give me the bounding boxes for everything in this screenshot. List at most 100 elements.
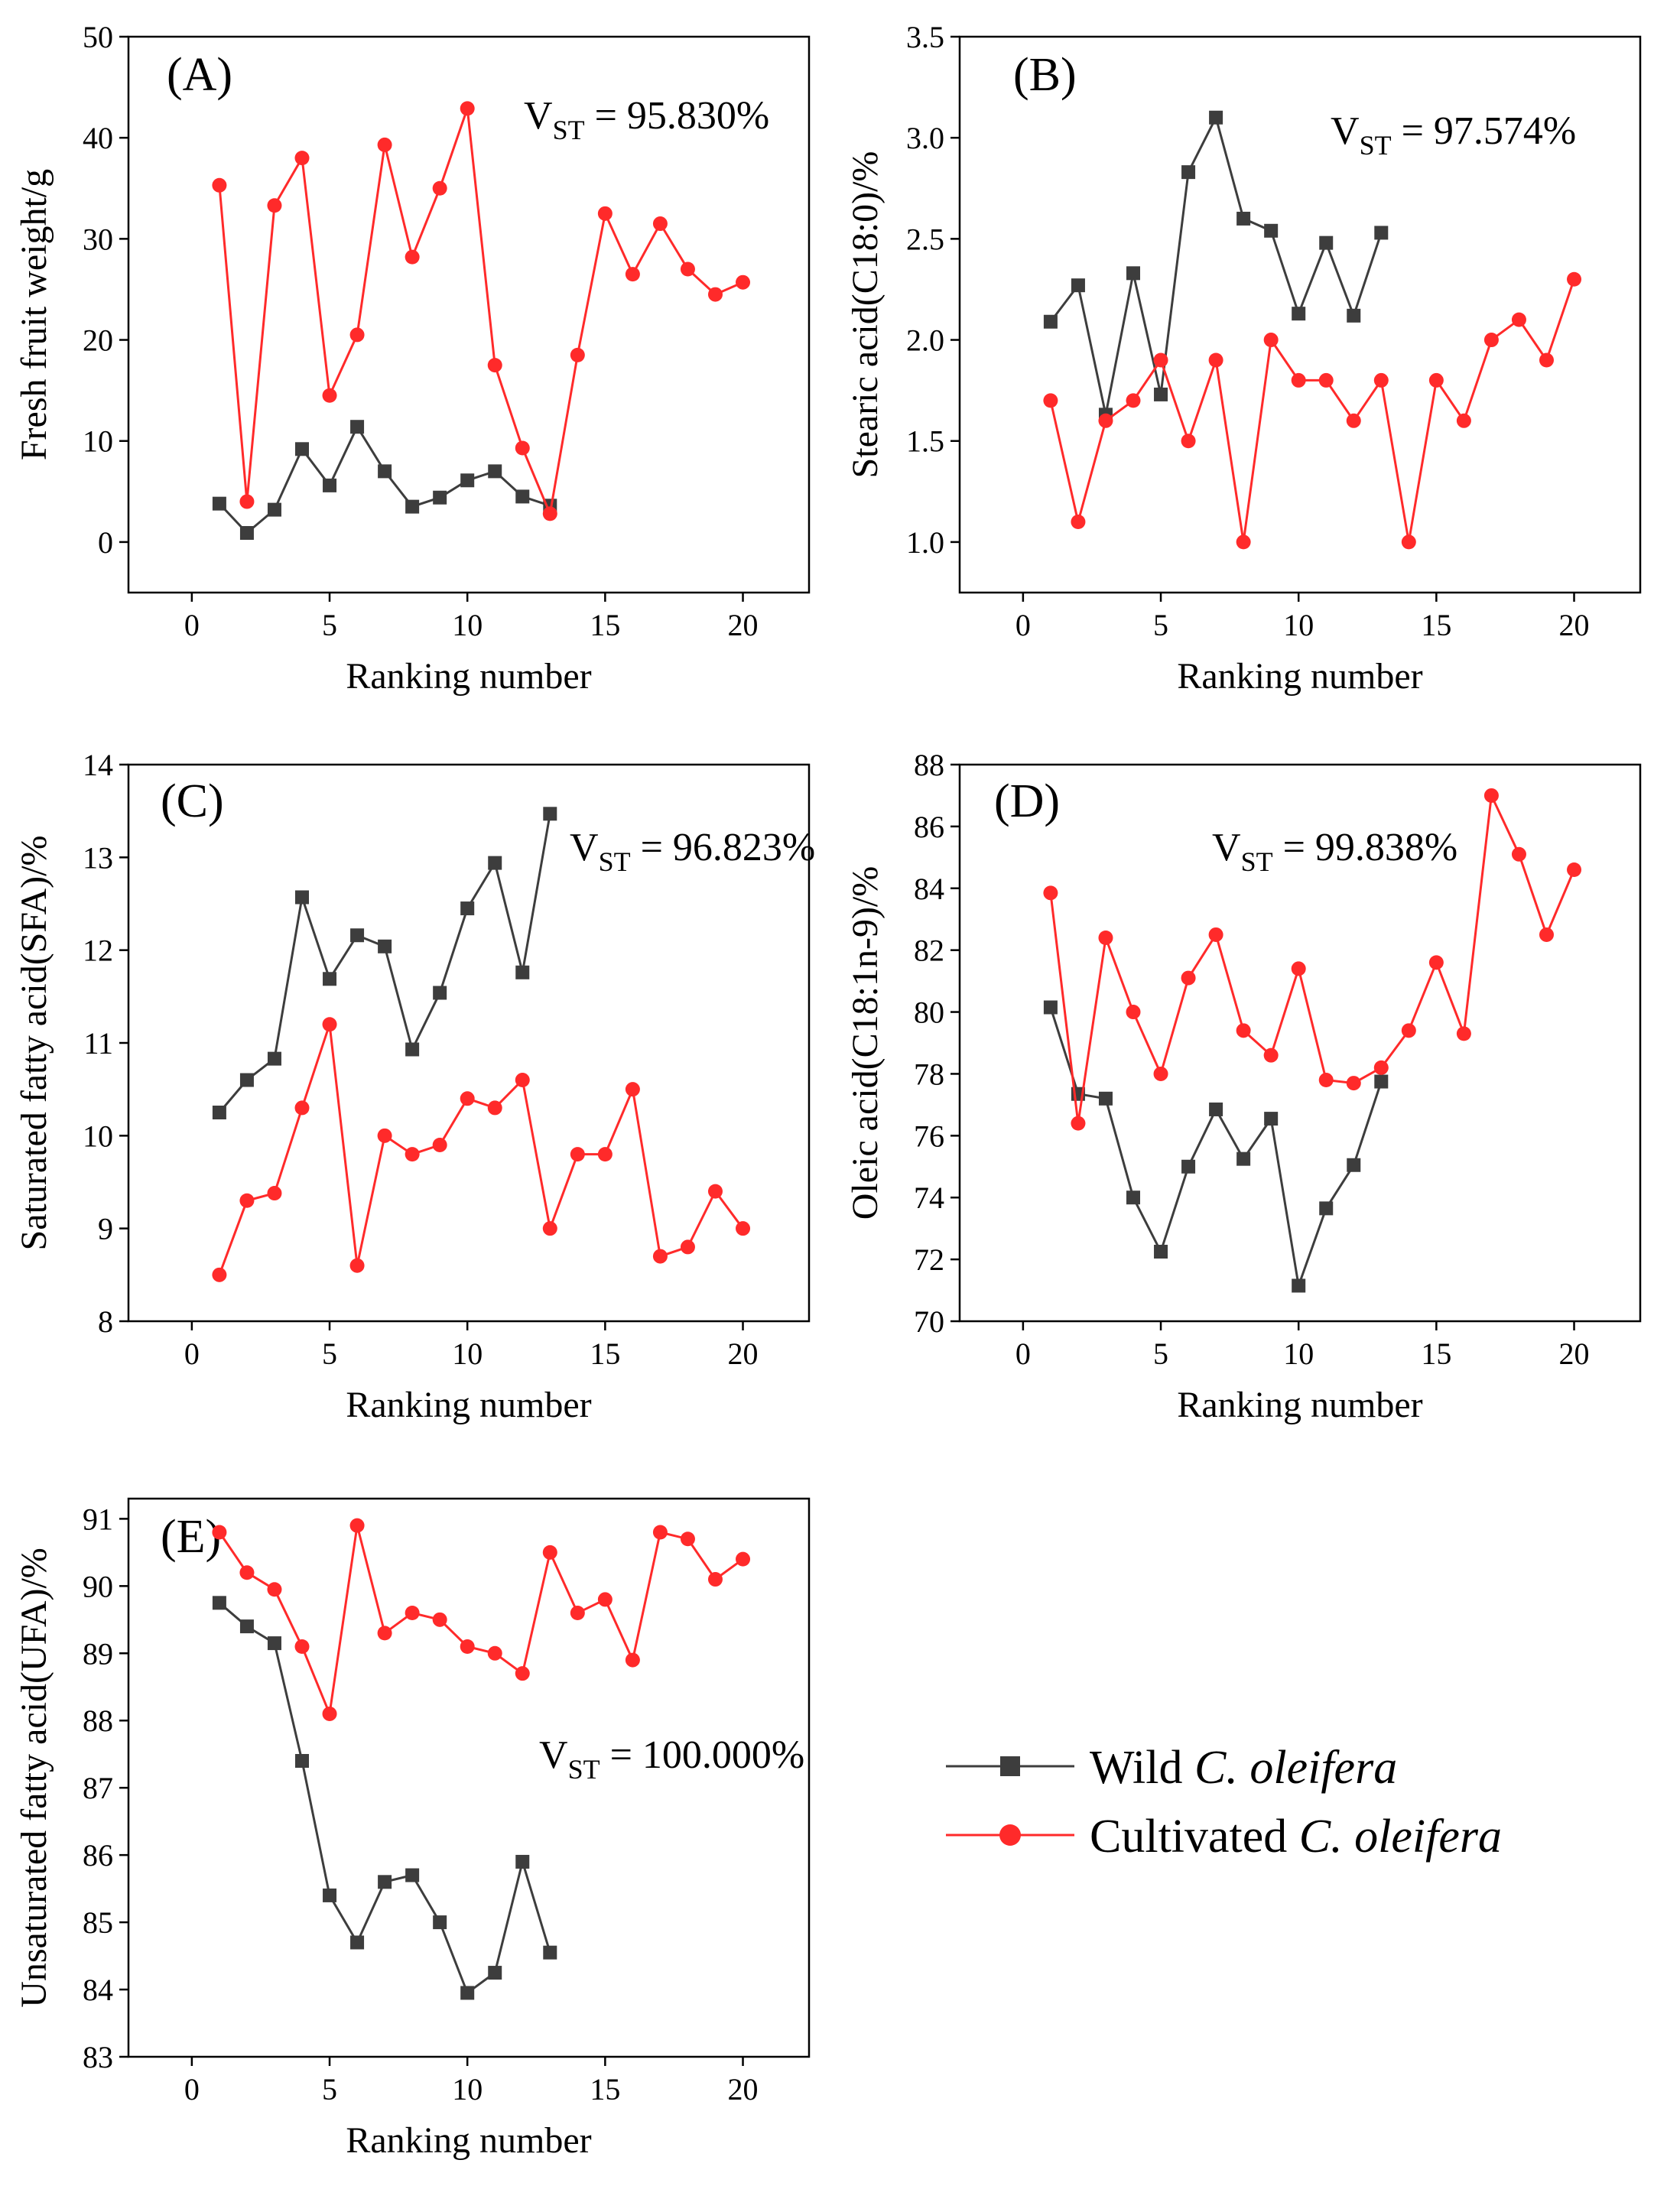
data-point-wild xyxy=(378,1875,392,1889)
data-point-cultivated xyxy=(1401,1023,1416,1038)
vst-value: = 95.830% xyxy=(585,94,770,138)
vst-subscript: ST xyxy=(1360,130,1392,161)
vst-annotation: VST = 95.830% xyxy=(524,94,769,145)
y-tick-label: 89 xyxy=(83,1636,113,1671)
data-point-wild xyxy=(1098,1091,1113,1106)
data-point-wild xyxy=(1236,211,1251,226)
x-tick-label: 15 xyxy=(1421,1337,1451,1371)
data-point-cultivated xyxy=(1318,1073,1334,1088)
data-point-cultivated xyxy=(1567,862,1582,878)
vst-main: V xyxy=(1212,826,1241,869)
data-point-wild xyxy=(323,478,337,492)
data-point-cultivated xyxy=(239,1193,255,1208)
y-tick-label: 76 xyxy=(914,1119,944,1153)
plot-frame xyxy=(127,1497,811,2058)
data-point-wild xyxy=(515,489,530,504)
data-point-wild xyxy=(1043,314,1058,329)
x-axis-title: Ranking number xyxy=(1177,656,1422,697)
data-point-cultivated xyxy=(1098,413,1113,428)
y-tick-label: 10 xyxy=(83,424,113,459)
series-line-wild xyxy=(218,424,551,535)
data-point-wild xyxy=(212,1596,226,1610)
plot-frame xyxy=(127,35,811,594)
data-point-cultivated xyxy=(1511,846,1526,862)
y-tick-label: 12 xyxy=(83,934,113,968)
x-tick-label: 20 xyxy=(728,608,759,642)
vst-value: = 100.000% xyxy=(600,1733,805,1777)
series-line-cultivated xyxy=(218,108,744,518)
plot-frame xyxy=(958,35,1642,594)
series-line-cultivated xyxy=(1049,791,1575,1124)
y-tick-label: 1.5 xyxy=(906,424,944,459)
x-tick-label: 20 xyxy=(1559,608,1590,642)
data-point-cultivated xyxy=(487,1100,502,1116)
legend-label-wild-species: C. oleifera xyxy=(1194,1742,1397,1794)
y-axis-title: Fresh fruit weight/g xyxy=(14,169,54,460)
data-point-wild xyxy=(433,490,447,505)
data-point-cultivated xyxy=(1098,930,1113,945)
data-point-cultivated xyxy=(707,1572,723,1587)
legend-label-cultivated-species: C. oleifera xyxy=(1299,1811,1502,1863)
legend-marker-wild xyxy=(1000,1756,1020,1776)
x-tick-label: 5 xyxy=(1153,608,1168,642)
data-point-cultivated xyxy=(680,1531,695,1547)
series-line-cultivated xyxy=(218,1024,744,1275)
data-point-cultivated xyxy=(1181,970,1196,986)
x-tick-label: 15 xyxy=(590,2072,620,2106)
x-tick-label: 10 xyxy=(1283,1337,1314,1371)
x-tick-label: 5 xyxy=(1153,1337,1168,1371)
x-tick-label: 10 xyxy=(452,1337,483,1371)
y-tick-label: 9 xyxy=(98,1212,113,1246)
data-point-cultivated xyxy=(267,1582,282,1597)
data-point-wild xyxy=(488,1966,502,1980)
data-point-wild xyxy=(1347,308,1361,323)
panel-label: (B) xyxy=(1013,49,1077,101)
data-point-wild xyxy=(488,464,502,479)
data-point-cultivated xyxy=(597,1592,613,1607)
vst-value: = 96.823% xyxy=(631,826,816,869)
data-point-cultivated xyxy=(1236,1023,1251,1038)
data-point-cultivated xyxy=(1043,885,1058,901)
data-point-cultivated xyxy=(1428,372,1444,388)
data-point-wild xyxy=(267,1636,281,1651)
data-point-wild xyxy=(239,1619,254,1634)
x-axis-title: Ranking number xyxy=(346,656,591,697)
y-tick-label: 86 xyxy=(83,1838,113,1873)
data-point-wild xyxy=(1264,223,1279,238)
data-point-wild xyxy=(1209,110,1223,125)
data-point-wild xyxy=(1071,278,1085,293)
data-point-cultivated xyxy=(294,151,310,166)
data-point-wild xyxy=(267,502,281,517)
panel-e: 0 5 10 15 20 83 84 85 86 87 88 89 90 91 Ranking number… xyxy=(14,1497,811,2161)
y-tick-label: 78 xyxy=(914,1057,944,1091)
data-point-cultivated xyxy=(1291,372,1306,388)
data-point-wild xyxy=(543,1945,557,1960)
data-point-cultivated xyxy=(1126,1005,1141,1020)
data-point-cultivated xyxy=(707,287,723,302)
data-point-cultivated xyxy=(487,358,502,373)
data-point-wild xyxy=(1154,387,1168,401)
y-tick-label: 20 xyxy=(83,323,113,358)
plot-frame xyxy=(958,763,1642,1323)
x-tick-label: 20 xyxy=(1559,1337,1590,1371)
y-tick-label: 50 xyxy=(83,20,113,54)
data-point-wild xyxy=(350,420,365,434)
data-point-cultivated xyxy=(432,1612,447,1627)
data-point-cultivated xyxy=(1539,927,1554,942)
data-point-cultivated xyxy=(542,1544,557,1560)
vst-annotation: VST = 100.000% xyxy=(539,1733,804,1785)
data-point-wild xyxy=(515,965,530,979)
data-point-wild xyxy=(1209,1102,1223,1116)
data-point-cultivated xyxy=(1153,352,1168,368)
x-axis-title: Ranking number xyxy=(346,1385,591,1425)
vst-main: V xyxy=(1331,109,1360,153)
data-point-wild xyxy=(1181,165,1196,180)
panel-d: 0 5 10 15 20 70 72 74 76 78 80 82 84 86 88 Ranking numb… xyxy=(845,748,1642,1425)
series-line-wild xyxy=(1049,1007,1383,1291)
data-point-wild xyxy=(239,526,254,541)
data-point-cultivated xyxy=(460,1091,475,1106)
x-tick-label: 20 xyxy=(728,1337,759,1371)
data-point-cultivated xyxy=(1318,372,1334,388)
data-point-wild xyxy=(323,972,337,986)
y-tick-label: 88 xyxy=(914,748,944,782)
